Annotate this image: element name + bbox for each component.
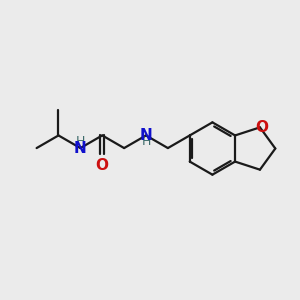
Text: H: H bbox=[141, 136, 151, 148]
Text: H: H bbox=[76, 135, 85, 148]
Text: O: O bbox=[256, 120, 268, 135]
Text: N: N bbox=[74, 141, 87, 156]
Text: N: N bbox=[140, 128, 152, 143]
Text: O: O bbox=[96, 158, 109, 173]
